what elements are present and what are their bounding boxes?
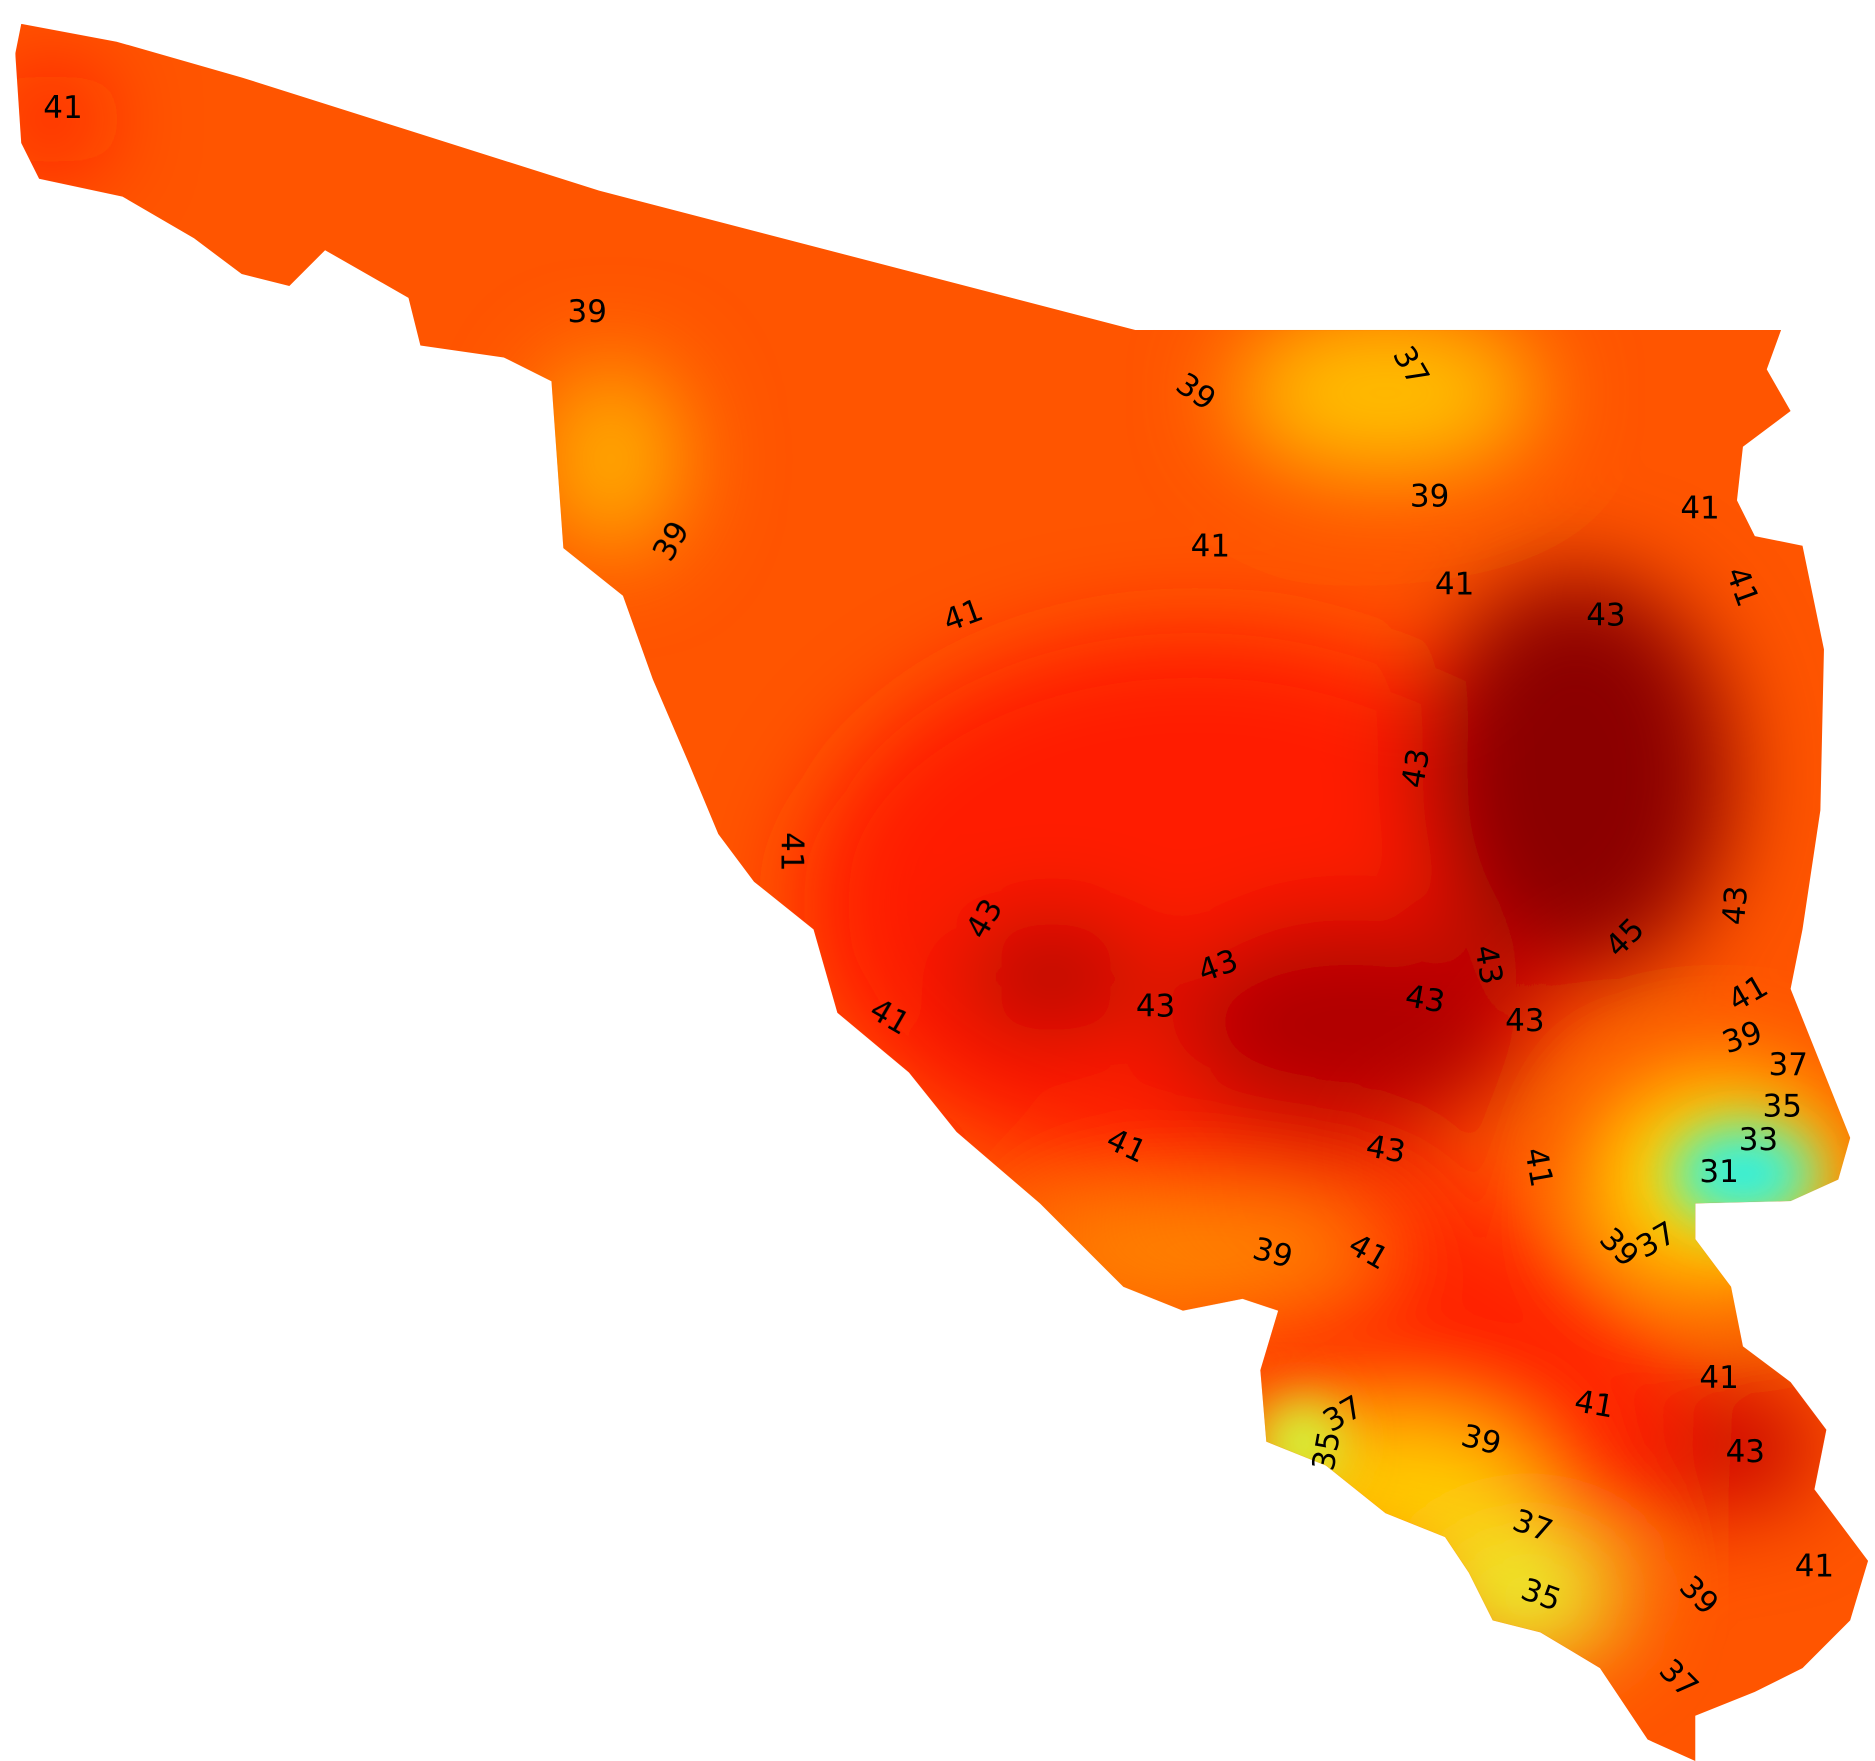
contour-label: 41: [1795, 1548, 1834, 1584]
contour-label: 41: [1699, 1360, 1738, 1396]
contour-label: 31: [1699, 1154, 1738, 1190]
contour-label: 41: [1517, 1145, 1559, 1190]
contour-label: 43: [1363, 1128, 1408, 1170]
contour-label: 35: [1763, 1089, 1802, 1125]
contour-label: 41: [1572, 1383, 1617, 1425]
contour-label: 43: [1403, 978, 1448, 1020]
contour-label: 35: [1306, 1428, 1348, 1473]
contour-label: 39: [1410, 479, 1449, 515]
contour-label: 41: [43, 90, 82, 126]
contour-label: 43: [1505, 1003, 1544, 1039]
contour-label: 43: [1467, 942, 1509, 987]
contour-label: 43: [1586, 598, 1625, 634]
contour-label: 37: [1769, 1047, 1808, 1083]
temperature-field: [15, 23, 1869, 1761]
contour-label: 39: [567, 294, 606, 330]
contour-label: 43: [1395, 746, 1437, 791]
contour-label: 43: [1136, 988, 1175, 1024]
contour-label: 41: [1191, 529, 1230, 565]
contour-label: 43: [1726, 1434, 1765, 1470]
contour-label: 41: [1435, 567, 1474, 603]
contour-label: 41: [1680, 490, 1719, 526]
contour-label: 43: [1716, 884, 1755, 926]
contour-label: 41: [773, 832, 809, 871]
contour-label: 33: [1739, 1122, 1778, 1158]
